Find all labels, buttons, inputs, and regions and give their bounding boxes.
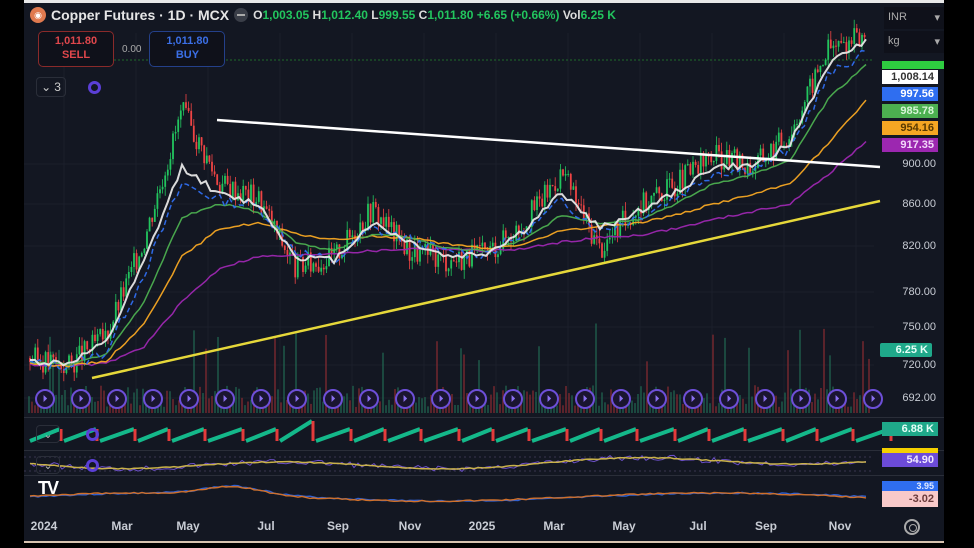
- dividend-event-icon[interactable]: ⏵: [539, 389, 559, 409]
- sell-price: 1,011.80: [54, 35, 98, 48]
- change-value: +6.65 (+0.66%): [476, 8, 560, 22]
- dividend-event-icon[interactable]: ⏵: [755, 389, 775, 409]
- x-axis-label: Sep: [326, 519, 350, 533]
- buy-label: BUY: [175, 49, 200, 61]
- top-border: [24, 0, 944, 3]
- y-axis-label: 860.00: [902, 198, 936, 210]
- buy-price: 1,011.80: [166, 35, 209, 48]
- dividend-event-icon[interactable]: ⏵: [395, 389, 415, 409]
- x-axis-label: Sep: [754, 519, 778, 533]
- dividend-event-icon[interactable]: ⏵: [323, 389, 343, 409]
- bottom-border: [24, 541, 944, 543]
- chevron-down-icon: ▾: [934, 12, 940, 24]
- dividend-event-icon[interactable]: ⏵: [647, 389, 667, 409]
- indicator-loading-icon: [88, 81, 101, 94]
- settings-gear-icon[interactable]: [904, 519, 920, 535]
- pane3-value-tag: -3.02: [882, 491, 938, 507]
- pane2-collapse-button[interactable]: ⌄: [36, 456, 60, 474]
- dividend-event-icon[interactable]: ⏵: [683, 389, 703, 409]
- dividend-event-icon[interactable]: ⏵: [359, 389, 379, 409]
- pane-separator[interactable]: [24, 475, 944, 476]
- low-value: 999.55: [378, 8, 416, 22]
- volume-value: 6.25 K: [580, 8, 616, 22]
- dividend-event-icon[interactable]: ⏵: [251, 389, 271, 409]
- x-axis-label: May: [176, 519, 200, 533]
- pane2-value-tag: 54.90: [882, 453, 938, 467]
- x-axis-label: May: [612, 519, 636, 533]
- chevron-down-icon: ▾: [934, 36, 940, 48]
- dividend-event-icon[interactable]: ⏵: [431, 389, 451, 409]
- price-tag: 985.78: [882, 104, 938, 118]
- dividend-event-icon[interactable]: ⏵: [611, 389, 631, 409]
- dividend-event-icon[interactable]: ⏵: [179, 389, 199, 409]
- symbol-title[interactable]: Copper Futures · 1D · MCX: [51, 7, 230, 23]
- y-axis-label: 750.00: [902, 321, 936, 333]
- chart-canvas[interactable]: [24, 3, 944, 541]
- pane3-macd-tag: 3.95: [882, 481, 938, 491]
- y-axis-label: 820.00: [902, 240, 936, 252]
- buy-button[interactable]: 1,011.80 BUY: [149, 31, 226, 67]
- y-axis-label: 780.00: [902, 286, 936, 298]
- currency-select[interactable]: INR ▾: [884, 7, 944, 29]
- unit-value: kg: [888, 35, 900, 47]
- chevron-down-icon: ⌄: [41, 80, 52, 94]
- ohlc-values: O1,003.05 H1,012.40 L999.55 C1,011.80 +6…: [253, 8, 616, 22]
- x-axis-label: Mar: [111, 519, 133, 533]
- dividend-event-icon[interactable]: ⏵: [107, 389, 127, 409]
- pane-separator[interactable]: [24, 417, 944, 418]
- dividend-event-icon[interactable]: ⏵: [791, 389, 811, 409]
- x-axis-label: 2025: [468, 519, 496, 533]
- price-tag: 997.56: [882, 87, 938, 101]
- indicator-count: 3: [54, 80, 61, 94]
- copper-logo-icon: ◉: [30, 7, 46, 23]
- x-axis-label: Nov: [398, 519, 422, 533]
- dividend-event-icon[interactable]: ⏵: [287, 389, 307, 409]
- y-axis-label: 692.00: [902, 392, 936, 404]
- dividend-event-icon[interactable]: ⏵: [827, 389, 847, 409]
- indicator-loading-icon: [86, 459, 99, 472]
- y-axis-label: 900.00: [902, 158, 936, 170]
- price-tag: 1,008.14: [882, 70, 938, 84]
- chevron-down-icon: ⌄: [43, 459, 53, 472]
- price-tag: 954.16: [882, 121, 938, 135]
- dividend-event-icon[interactable]: ⏵: [467, 389, 487, 409]
- x-axis-label: Nov: [828, 519, 852, 533]
- indicator-loading-icon: [86, 428, 99, 441]
- dividend-event-icon[interactable]: ⏵: [71, 389, 91, 409]
- spread-value: 0.00: [122, 43, 142, 55]
- pane-separator[interactable]: [24, 450, 944, 451]
- x-axis-label: Jul: [257, 519, 275, 533]
- symbol-legend: ◉ Copper Futures · 1D · MCX O1,003.05 H1…: [30, 7, 616, 23]
- dividend-event-icon[interactable]: ⏵: [143, 389, 163, 409]
- tradingview-logo[interactable]: TV: [38, 478, 59, 498]
- dividend-event-icon[interactable]: ⏵: [863, 389, 883, 409]
- indicators-collapse-button[interactable]: ⌄ 3: [36, 77, 66, 97]
- sell-label: SELL: [61, 49, 91, 61]
- chart-window: ◉ Copper Futures · 1D · MCX O1,003.05 H1…: [24, 3, 944, 541]
- pane1-value-tag: 6.88 K: [882, 422, 938, 436]
- last-price-tag-green: [882, 61, 944, 69]
- pane1-collapse-button[interactable]: ⌄: [36, 425, 60, 443]
- dividend-event-icon[interactable]: ⏵: [719, 389, 739, 409]
- x-axis-label: Mar: [543, 519, 565, 533]
- dividend-event-icon[interactable]: ⏵: [575, 389, 595, 409]
- visibility-toggle-icon[interactable]: [234, 8, 249, 22]
- sell-button[interactable]: 1,011.80 SELL: [38, 31, 114, 67]
- unit-select[interactable]: kg ▾: [884, 31, 944, 53]
- x-axis-label: Jul: [689, 519, 707, 533]
- close-value: 1,011.80: [427, 8, 474, 22]
- open-value: 1,003.05: [262, 8, 310, 22]
- y-axis-label: 720.00: [902, 359, 936, 371]
- dividend-event-icon[interactable]: ⏵: [215, 389, 235, 409]
- dividend-event-icon[interactable]: ⏵: [503, 389, 523, 409]
- price-tag: 917.35: [882, 138, 938, 152]
- x-axis-label: 2024: [30, 519, 58, 533]
- trade-panel: 1,011.80 SELL 0.00 1,011.80 BUY: [38, 31, 226, 67]
- chevron-down-icon: ⌄: [43, 428, 53, 441]
- volume-tag: 6.25 K: [880, 343, 932, 357]
- dividend-event-icon[interactable]: ⏵: [35, 389, 55, 409]
- currency-value: INR: [888, 11, 907, 23]
- pane2-signal-tag: [882, 448, 938, 453]
- high-value: 1,012.40: [321, 8, 368, 22]
